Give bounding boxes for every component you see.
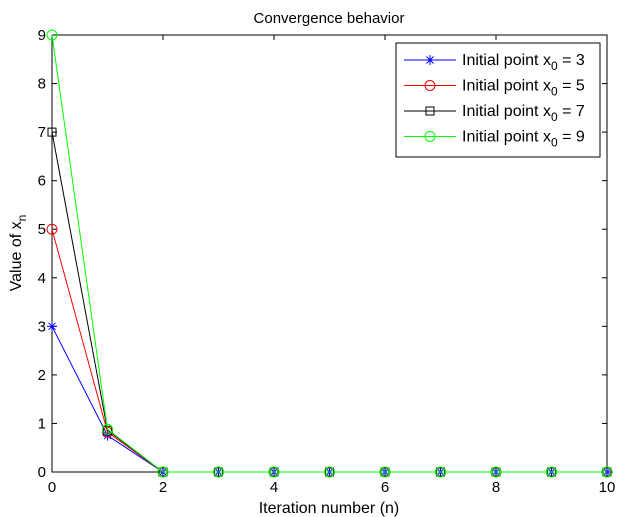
data-point <box>435 466 446 478</box>
y-tick-label: 2 <box>38 367 46 384</box>
y-tick-label: 5 <box>38 221 46 238</box>
data-point <box>213 466 224 478</box>
y-tick-label: 3 <box>38 318 46 335</box>
series-4 <box>46 29 613 478</box>
y-tick-label: 8 <box>38 76 46 93</box>
legend-label: Initial point x0 = 7 <box>462 103 585 124</box>
data-point <box>102 423 113 435</box>
y-axis: 0 1 2 3 4 5 6 7 8 9 <box>38 27 607 481</box>
y-tick-label: 1 <box>38 415 46 432</box>
data-point <box>268 466 280 478</box>
legend-item: Initial point x0 = 3 <box>404 52 585 73</box>
data-point <box>46 29 58 41</box>
x-tick-label: 0 <box>48 479 56 496</box>
x-tick-label: 6 <box>381 479 389 496</box>
data-point <box>424 131 436 142</box>
data-point <box>46 223 58 235</box>
y-axis-title-subscript: n <box>15 215 29 222</box>
legend-label: Initial point x0 = 5 <box>462 78 585 99</box>
data-point <box>546 466 557 478</box>
y-tick-label: 0 <box>38 464 46 481</box>
legend-item: Initial point x0 = 9 <box>404 129 585 150</box>
x-tick-label: 4 <box>270 479 278 496</box>
y-tick-label: 7 <box>38 124 46 141</box>
y-axis-title-main: Value of x <box>8 221 25 291</box>
data-point <box>47 127 57 137</box>
data-point <box>324 466 335 478</box>
data-point <box>157 466 169 478</box>
y-tick-label: 4 <box>38 270 46 287</box>
data-point <box>601 466 613 478</box>
y-axis-title: Value of xn <box>8 215 29 292</box>
legend-item: Initial point x0 = 7 <box>404 103 585 124</box>
data-point <box>379 466 391 478</box>
legend-label: Initial point x0 = 9 <box>462 129 585 150</box>
x-tick-label: 8 <box>492 479 500 496</box>
data-point <box>47 321 57 332</box>
data-point <box>425 55 435 65</box>
legend-item: Initial point x0 = 5 <box>404 78 585 99</box>
y-tick-label: 6 <box>38 173 46 190</box>
series-line <box>51 34 607 473</box>
x-axis-title: Iteration number (n) <box>259 500 400 517</box>
series-layer <box>46 29 613 478</box>
x-tick-label: 10 <box>599 479 616 496</box>
chart-title: Convergence behavior <box>254 10 405 27</box>
data-point <box>424 80 436 91</box>
y-tick-label: 9 <box>38 27 46 44</box>
x-tick-label: 2 <box>159 479 167 496</box>
legend-label: Initial point x0 = 3 <box>462 52 585 73</box>
data-point <box>490 466 502 478</box>
legend-box <box>395 42 601 158</box>
legend: Initial point x0 = 3 Initial point x0 = 5… <box>395 42 601 158</box>
data-point <box>425 106 435 116</box>
